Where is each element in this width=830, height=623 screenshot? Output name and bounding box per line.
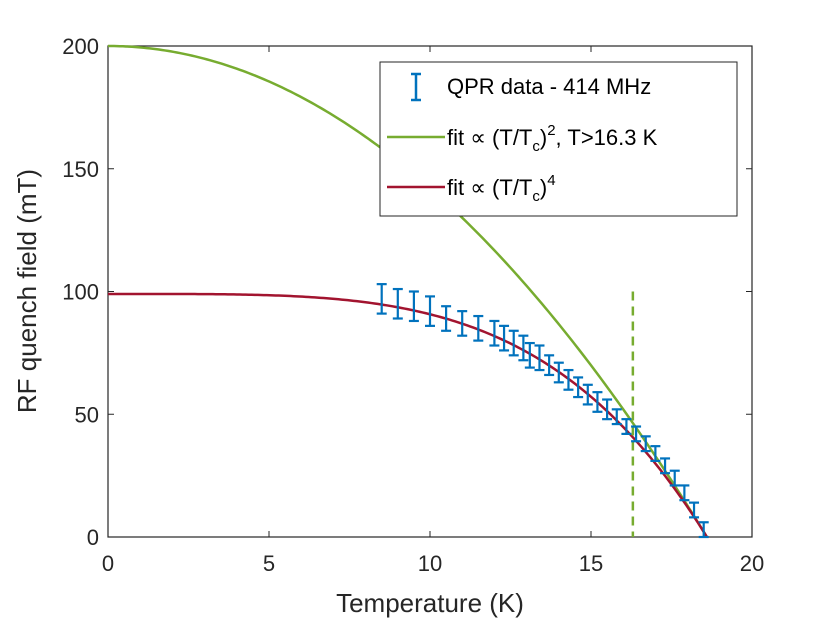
x-tick-labels: 0 5 10 15 20 (102, 551, 764, 576)
data-point (534, 344, 545, 372)
y-tick-label: 100 (62, 280, 99, 305)
data-point (631, 425, 642, 443)
y-tick-label: 50 (75, 402, 99, 427)
data-point (650, 445, 661, 462)
data-point (640, 435, 651, 453)
x-axis-title: Temperature (K) (336, 588, 524, 618)
data-point (489, 319, 500, 347)
y-tick-label: 200 (62, 34, 99, 59)
data-point (698, 521, 709, 539)
y-tick-label: 0 (87, 525, 99, 550)
data-point (679, 484, 690, 502)
data-point (508, 329, 519, 357)
legend-entry-data: QPR data - 414 MHz (411, 72, 651, 102)
data-point (582, 383, 593, 406)
data-point (611, 408, 622, 426)
data-point (392, 287, 403, 320)
y-tick-labels: 0 50 100 150 200 (62, 34, 99, 550)
data-point (563, 368, 574, 391)
legend-fit4-label: fit ∝ (T/Tc)4 (447, 172, 556, 205)
data-point (524, 341, 535, 369)
data-errorbars (376, 283, 709, 539)
legend-entry-fit4: fit ∝ (T/Tc)4 (387, 172, 556, 205)
y-tick-label: 150 (62, 157, 99, 182)
data-point (376, 283, 387, 315)
data-point (592, 391, 603, 413)
x-tick-label: 15 (579, 551, 603, 576)
data-point (473, 314, 484, 342)
data-point (457, 310, 468, 337)
data-point (441, 305, 452, 332)
data-point (425, 295, 435, 327)
legend-box (379, 61, 738, 217)
data-point (689, 501, 700, 519)
data-point (544, 354, 555, 377)
x-tick-label: 10 (418, 551, 442, 576)
data-point (621, 418, 632, 435)
data-point (602, 398, 613, 421)
data-point (553, 361, 564, 384)
data-point (518, 334, 529, 362)
legend-data-label: QPR data - 414 MHz (447, 74, 651, 99)
x-tick-label: 5 (263, 551, 275, 576)
y-axis-title: RF quench field (mT) (12, 169, 42, 413)
x-tick-label: 20 (740, 551, 764, 576)
x-tick-label: 0 (102, 551, 114, 576)
data-point (499, 324, 510, 352)
data-point (573, 376, 584, 399)
legend: QPR data - 414 MHz fit ∝ (T/Tc)2, T>16.3… (379, 61, 738, 217)
data-point (669, 469, 680, 487)
data-point (660, 457, 671, 475)
data-point (408, 290, 419, 323)
